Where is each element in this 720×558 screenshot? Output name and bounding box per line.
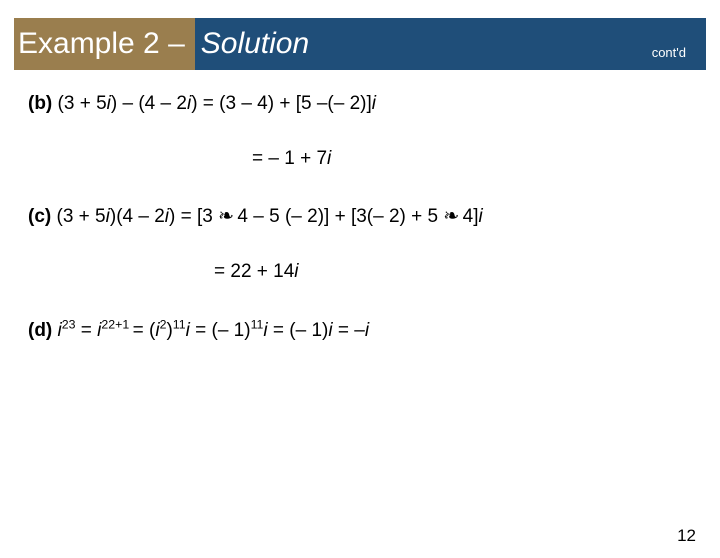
d-eq3: = (– 1)	[190, 320, 251, 341]
line-d: (d) i23 = i22+1 = (i2)11i = (– 1)11i = (…	[28, 319, 692, 344]
label-b: (b)	[28, 93, 52, 114]
exp-11a: 11	[173, 317, 186, 331]
slide-number: 12	[677, 526, 696, 546]
d-eq4: = (– 1)	[268, 320, 329, 341]
title-solution: Solution cont'd	[195, 18, 706, 70]
title-bar: Example 2 – Solution cont'd	[14, 18, 706, 70]
c1-part5: 4]	[457, 206, 478, 227]
line-b1: (b) (3 + 5i) – (4 – 2i) = (3 – 4) + [5 –…	[28, 92, 692, 117]
i-3: i	[372, 93, 376, 114]
d-eq5: = –	[333, 320, 365, 341]
i-8: i	[294, 261, 298, 282]
label-d: (d)	[28, 320, 52, 341]
line-c1: (c) (3 + 5i)(4 – 2i) = [3 ❧ 4 – 5 (– 2)]…	[28, 205, 692, 230]
d-eq2: = (	[133, 320, 156, 341]
line-b2: = – 1 + 7i	[28, 147, 692, 172]
i-7: i	[479, 206, 483, 227]
d-eq1: =	[76, 320, 98, 341]
c1-part1: (3 + 5	[51, 206, 105, 227]
slide-content: (b) (3 + 5i) – (4 – 2i) = (3 – 4) + [5 –…	[0, 70, 720, 343]
title-left-text: Example 2 –	[18, 27, 185, 61]
dot-icon-1: ❧	[218, 205, 232, 230]
c1-part3: ) = [3	[169, 206, 218, 227]
b1-part1: (3 + 5	[52, 93, 106, 114]
i-15: i	[365, 320, 369, 341]
c1-part4: 4 – 5 (– 2)] + [3(– 2) + 5	[232, 206, 443, 227]
exp-23: 23	[62, 317, 76, 331]
c2-part1: = 22 + 14	[214, 261, 294, 282]
b1-part3: ) = (3 – 4) + [5 –(– 2)]	[191, 93, 372, 114]
b2-part1: = – 1 + 7	[252, 148, 327, 169]
dot-icon-2: ❧	[443, 205, 457, 230]
title-example: Example 2 –	[14, 18, 195, 70]
title-right-text: Solution	[201, 27, 309, 61]
label-c: (c)	[28, 206, 51, 227]
i-4: i	[327, 148, 331, 169]
line-c2: = 22 + 14i	[28, 260, 692, 285]
c1-part2: )(4 – 2	[110, 206, 165, 227]
b1-part2: ) – (4 – 2	[111, 93, 187, 114]
exp-11b: 11	[251, 317, 264, 331]
exp-22p1: 22+1	[101, 317, 132, 331]
contd-label: cont'd	[652, 45, 686, 64]
